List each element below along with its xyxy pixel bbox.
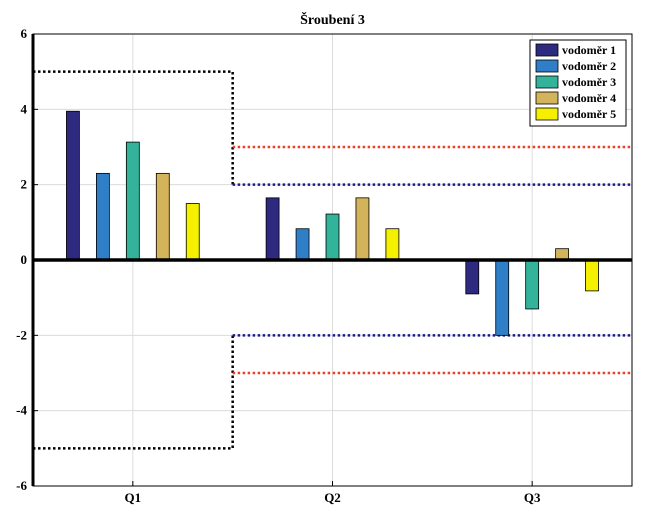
y-tick-label: 6 [21, 26, 28, 41]
y-ticks: -6 -4 -2 0 2 4 6 [16, 26, 38, 493]
bar [325, 213, 340, 261]
legend-label: vodoměr 2 [562, 59, 616, 73]
legend-label: vodoměr 4 [562, 91, 616, 105]
legend-swatch [535, 107, 559, 121]
x-tick-label: Q3 [524, 490, 541, 505]
y-tick-label: 4 [21, 101, 28, 116]
legend-swatch [535, 59, 559, 73]
bar [385, 228, 400, 261]
bar [265, 197, 280, 261]
bar [66, 110, 80, 261]
y-tick-label: 0 [21, 252, 28, 267]
y-tick-label: 2 [21, 177, 28, 192]
bar [295, 228, 310, 261]
bars [66, 110, 599, 336]
x-ticks: Q1 Q2 Q3 [125, 481, 541, 505]
chart-title: Šroubení 3 [300, 11, 365, 28]
legend-swatch [535, 91, 559, 105]
legend-label: vodoměr 3 [562, 75, 616, 89]
legend: vodoměr 1 vodoměr 2 vodoměr 3 vodoměr 4 vodo… [529, 39, 627, 127]
bar [125, 141, 140, 261]
bar [95, 172, 110, 261]
y-tick-label: -4 [16, 403, 27, 418]
legend-swatch [535, 75, 559, 89]
legend-label: vodoměr 1 [562, 43, 616, 57]
legend-label: vodoměr 5 [562, 107, 616, 121]
legend-swatch [535, 43, 559, 57]
bar [355, 197, 370, 261]
bar [185, 203, 200, 261]
reference-lines [33, 70, 632, 450]
bar [465, 259, 480, 295]
bar [495, 259, 510, 336]
bar [155, 172, 170, 261]
y-tick-label: -2 [16, 327, 27, 342]
x-tick-label: Q2 [324, 490, 341, 505]
x-tick-label: Q1 [125, 490, 142, 505]
bar [585, 259, 599, 292]
bar [525, 259, 540, 310]
y-tick-label: -6 [16, 478, 27, 493]
